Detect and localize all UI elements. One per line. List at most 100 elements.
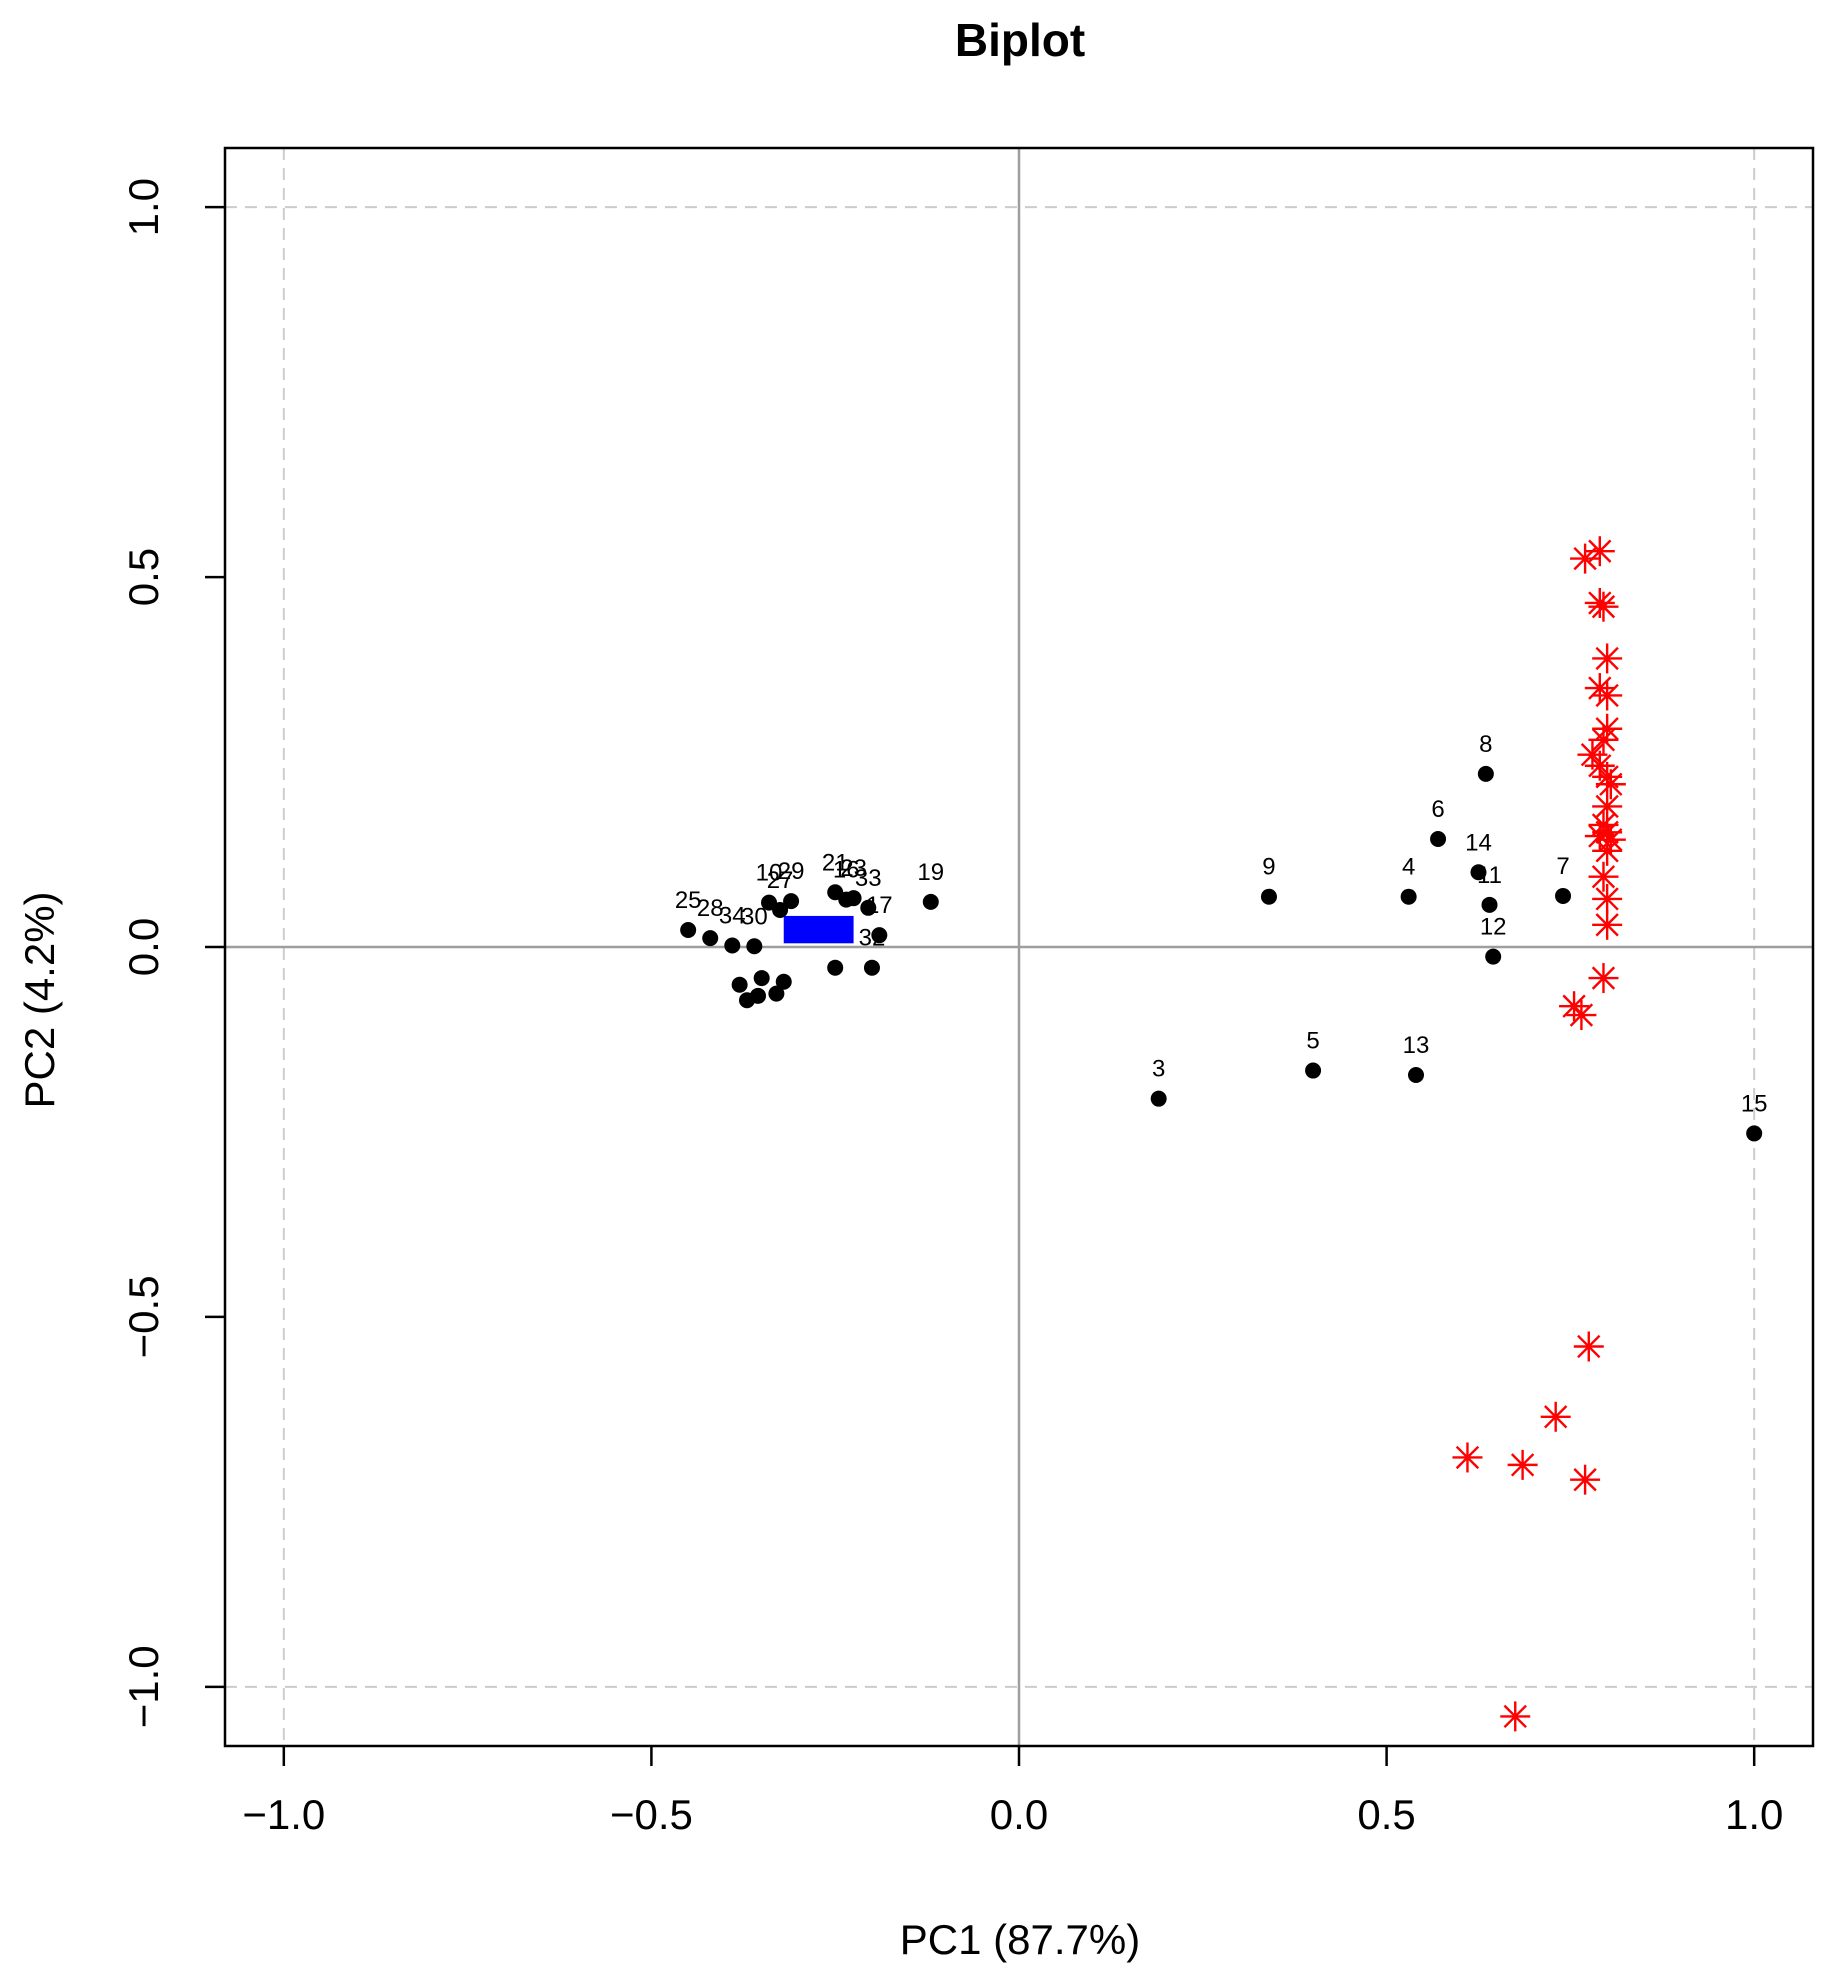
observation-label: 15 [1741, 1090, 1768, 1117]
y-tick-label: 1.0 [120, 178, 167, 236]
observation-label: 33 [855, 865, 882, 892]
variable-marker-stroke [1544, 1405, 1568, 1429]
y-tick-label: −0.5 [120, 1275, 167, 1358]
observation-label: 21 [822, 849, 849, 876]
observation-label: 11 [1477, 862, 1502, 889]
x-tick-label: 0.0 [990, 1791, 1048, 1838]
variable-marker [1540, 1401, 1571, 1432]
x-tick-label: 0.5 [1357, 1791, 1415, 1838]
variable-marker-stroke [1591, 966, 1616, 990]
variable-marker-stroke [1591, 595, 1616, 619]
centroid-marker [783, 915, 854, 944]
observation-label: 4 [1402, 854, 1415, 881]
variable-marker [1500, 1701, 1531, 1732]
observation-label: 28 [697, 895, 724, 922]
observation-label: 32 [859, 925, 886, 952]
x-tick-label: 1.0 [1725, 1791, 1783, 1838]
observation-point [768, 985, 785, 1002]
variable-marker-stroke [1573, 546, 1597, 571]
observation-label: 6 [1431, 796, 1444, 823]
variable-marker-stroke [1577, 1334, 1601, 1359]
variable-marker [1592, 835, 1623, 866]
observation-point [753, 970, 770, 987]
variable-marker [1573, 1331, 1604, 1362]
observation-point [1477, 765, 1494, 782]
observation-point [731, 976, 748, 993]
observation-label: 17 [866, 892, 893, 919]
variable-marker [1566, 1000, 1597, 1031]
observation-point [860, 899, 877, 916]
observation-points [680, 765, 1763, 1142]
variable-marker-stroke [1595, 794, 1619, 819]
observation-point [1260, 888, 1277, 905]
y-axis-label: PC2 (4.2%) [16, 891, 63, 1108]
variable-marker [1588, 861, 1619, 892]
observation-point [1305, 1062, 1322, 1079]
observation-point [724, 937, 741, 954]
observation-point [1485, 948, 1502, 965]
observation-label: 13 [1403, 1032, 1430, 1059]
y-tick-label: −1.0 [120, 1645, 167, 1728]
variable-marker-stroke [1588, 754, 1612, 778]
observation-point [1430, 830, 1447, 847]
observation-label: 14 [1465, 829, 1492, 856]
variable-marker-stroke [1569, 1003, 1594, 1027]
variable-marker [1588, 963, 1619, 994]
y-tick-label: 0.5 [120, 548, 167, 606]
variable-marker-stroke [1595, 839, 1619, 863]
variable-marker-stroke [1588, 824, 1612, 848]
variable-marker [1507, 1449, 1538, 1480]
observation-label: 10 [756, 860, 783, 887]
observation-point [1746, 1125, 1763, 1142]
observation-point [775, 973, 792, 990]
observation-point [1150, 1090, 1167, 1107]
observation-label: 29 [778, 858, 805, 885]
chart-title: Biplot [955, 14, 1085, 66]
x-axis-label: PC1 (87.7%) [900, 1916, 1140, 1963]
variable-marker-stroke [1580, 742, 1605, 767]
observation-label: 9 [1262, 854, 1275, 881]
variable-marker-stroke [1591, 728, 1616, 752]
observation-label: 25 [675, 887, 702, 914]
observation-label: 23 [840, 855, 867, 882]
observation-label: 19 [917, 859, 944, 886]
variable-marker [1595, 769, 1626, 800]
variable-marker-stroke [1573, 1468, 1597, 1492]
observation-label: 12 [1480, 914, 1507, 941]
observation-point [1481, 896, 1498, 913]
observation-point [746, 938, 763, 955]
observation-point [1400, 888, 1417, 905]
observation-label: 5 [1306, 1028, 1319, 1055]
observation-point [783, 893, 800, 910]
observation-point [1408, 1066, 1424, 1083]
centroid-layer [783, 915, 854, 944]
variable-marker [1592, 680, 1623, 711]
variable-marker [1592, 643, 1623, 674]
variable-marker-stroke [1503, 1704, 1527, 1729]
observation-point [1555, 887, 1572, 904]
observation-point [1470, 864, 1487, 881]
variable-marker [1592, 909, 1623, 940]
x-axis: −1.0 −0.5 0.0 0.5 1.0 [242, 1746, 1783, 1838]
observation-label: 3 [1152, 1056, 1165, 1083]
observation-point [680, 921, 697, 938]
variable-marker-stroke [1595, 683, 1619, 708]
observation-point [750, 987, 767, 1004]
variable-marker [1588, 591, 1619, 622]
observation-point [845, 890, 862, 907]
variable-marker-stroke [1591, 865, 1616, 889]
observation-point [871, 927, 888, 944]
reference-lines [225, 148, 1813, 1746]
variable-marker-stroke [1595, 913, 1619, 937]
variable-marker [1592, 883, 1623, 914]
y-axis: −1.0 −0.5 0.0 0.5 1.0 [120, 178, 225, 1728]
observation-point [922, 893, 939, 910]
observation-label: 7 [1556, 853, 1569, 880]
variable-marker-stroke [1455, 1445, 1480, 1470]
y-tick-label: 0.0 [120, 918, 167, 976]
observation-point [863, 959, 880, 976]
observation-point [702, 930, 719, 947]
observation-label: 30 [741, 903, 768, 930]
observation-label: 16 [833, 857, 860, 884]
